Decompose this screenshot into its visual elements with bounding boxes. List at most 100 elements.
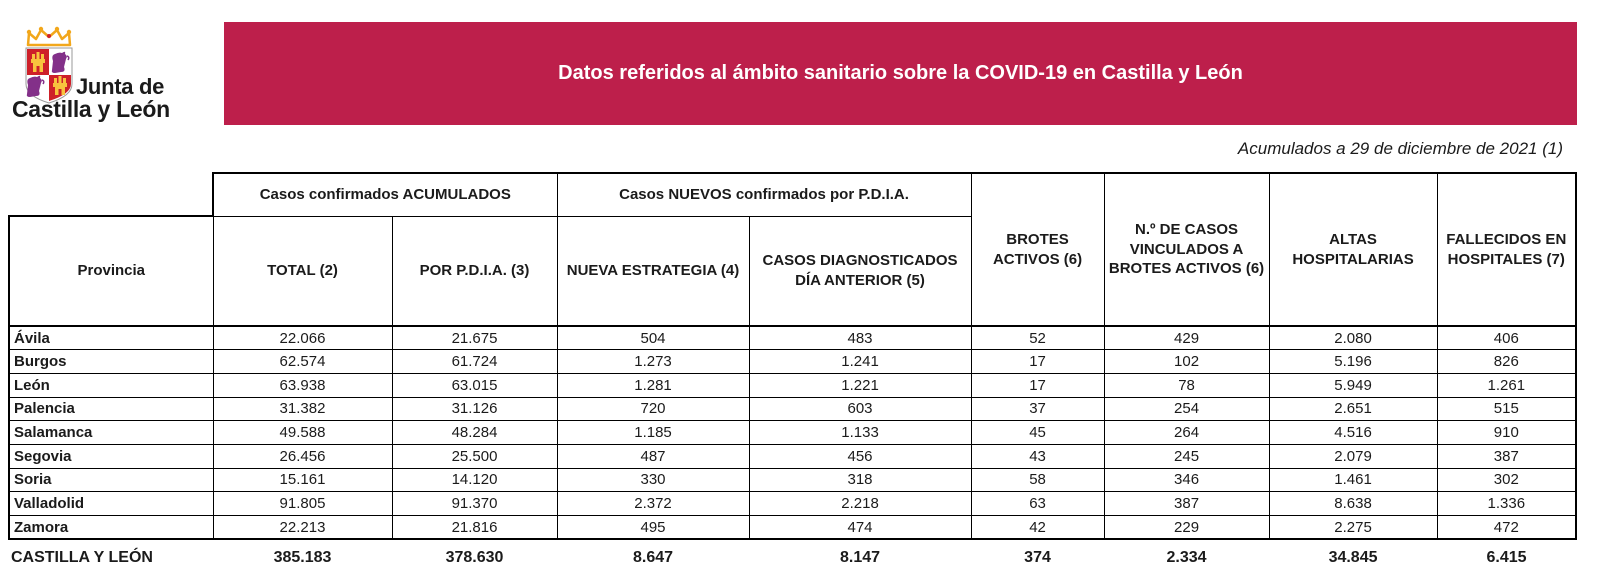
data-cell: 826 [1436,349,1578,374]
data-cell: 78 [1103,372,1270,398]
column-header-casos-diagnosticados: CASOS DIAGNOSTICADOS DÍA ANTERIOR (5) [748,215,972,327]
totals-cell: 2.334 [1166,549,1207,567]
data-cell: 5.949 [1268,372,1438,398]
data-cell: 2.080 [1268,325,1438,351]
column-header-altas-hospitalarias: ALTAS HOSPITALARIAS [1268,172,1438,327]
data-cell: 429 [1103,325,1270,351]
column-header-row: Provincia TOTAL (2) POR P.D.I.A. (3) NUE… [8,215,1576,327]
data-cell: 254 [1103,396,1270,422]
group-header-acumulados: Casos confirmados ACUMULADOS [211,172,558,217]
table-row: Segovia 26.456 25.500 487 456 43 245 2.079 387 [8,443,1578,469]
data-cell: 63 [970,491,1105,516]
data-cell: 472 [1436,515,1578,541]
column-header-fallecidos: FALLECIDOS EN HOSPITALES (7) [1436,172,1578,327]
province-name: Valladolid [8,491,214,516]
column-header-nueva-estrategia: NUEVA ESTRATEGIA (4) [556,215,750,327]
data-cell: 5.196 [1268,349,1438,374]
table-row: Ávila 22.066 21.675 504 483 52 429 2.080 406 [8,325,1578,351]
data-cell: 346 [1103,467,1270,493]
data-cell: 25.500 [391,443,558,469]
data-cell: 495 [556,515,750,541]
title-banner: Datos referidos al ámbito sanitario sobr… [224,22,1577,125]
data-cell: 61.724 [391,349,558,374]
data-cell: 456 [748,443,972,469]
province-name: Palencia [8,396,214,422]
data-cell: 8.638 [1268,491,1438,516]
totals-cell: 8.647 [632,549,674,567]
province-name: Zamora [8,515,214,541]
province-name: Burgos [8,349,214,374]
data-cell: 17 [970,349,1105,374]
data-cell: 4.516 [1268,420,1438,445]
data-cell: 504 [556,325,750,351]
data-cell: 62.574 [212,349,393,374]
corner-spacer [9,173,213,216]
data-cell: 387 [1103,491,1270,516]
table-row: Valladolid 91.805 91.370 2.372 2.218 63 387 8.6… [8,491,1578,516]
data-cell: 45 [970,420,1105,445]
data-cell: 1.281 [556,372,750,398]
data-cell: 1.221 [748,372,972,398]
data-cell: 264 [1103,420,1270,445]
logo-text-line2: Castilla y León [12,96,170,122]
totals-cell: 8.147 [840,549,881,567]
data-cell: 31.126 [391,396,558,422]
data-cell: 1.133 [748,420,972,445]
data-cell: 22.213 [212,515,393,541]
data-cell: 720 [556,396,750,422]
page-title: Datos referidos al ámbito sanitario sobr… [558,62,1243,84]
logo-text-line1: Junta de [76,74,165,99]
province-name: León [8,372,214,398]
group-header-row: Casos confirmados ACUMULADOS Casos NUEVO… [9,172,1578,327]
data-cell: 43 [970,443,1105,469]
data-cell: 21.675 [391,325,558,351]
data-cell: 37 [970,396,1105,422]
data-cell: 1.185 [556,420,750,445]
coat-of-arms-icon [25,26,73,104]
data-cell: 2.651 [1268,396,1438,422]
data-cell: 63.938 [212,372,393,398]
data-cell: 229 [1103,515,1270,541]
group-header-nuevos-pdia: Casos NUEVOS confirmados por P.D.I.A. [556,172,972,217]
column-header-total: TOTAL (2) [212,215,393,327]
province-name: Segovia [8,443,214,469]
table-row: Soria 15.161 14.120 330 318 58 346 1.461 302 [8,467,1578,493]
data-cell: 21.816 [391,515,558,541]
data-cell: 2.275 [1268,515,1438,541]
table-row: Salamanca 49.588 48.284 1.185 1.133 45 264 4.51… [8,420,1578,445]
column-header-provincia: Provincia [8,215,214,327]
data-cell: 49.588 [212,420,393,445]
data-cell: 603 [748,396,972,422]
column-header-por-pdia: POR P.D.I.A. (3) [391,215,558,327]
data-cell: 91.370 [391,491,558,516]
table-row: Burgos 62.574 61.724 1.273 1.241 17 102 5.196 82… [8,349,1578,374]
data-cell: 42 [970,515,1105,541]
data-cell: 15.161 [212,467,393,493]
data-cell: 245 [1103,443,1270,469]
data-cell: 474 [748,515,972,541]
data-cell: 1.336 [1436,491,1578,516]
table-row: León 63.938 63.015 1.281 1.221 17 78 5.949 1.261 [8,372,1578,398]
totals-row: CASTILLA Y LEÓN 385.183 378.630 8.647 8.147 3… [9,539,1576,579]
table-row: Zamora 22.213 21.816 495 474 42 229 2.275 472 [8,515,1578,541]
data-cell: 302 [1436,467,1578,493]
data-cell: 515 [1436,396,1578,422]
data-cell: 406 [1436,325,1578,351]
totals-cell: 6.415 [1486,549,1527,567]
data-cell: 63.015 [391,372,558,398]
column-header-brotes-activos: BROTES ACTIVOS (6) [970,172,1105,327]
data-cell: 1.241 [748,349,972,374]
data-cell: 1.261 [1436,372,1578,398]
data-cell: 26.456 [212,443,393,469]
covid-data-table: Casos confirmados ACUMULADOS Casos NUEVO… [8,172,1578,579]
province-name: Soria [8,467,214,493]
data-cell: 52 [970,325,1105,351]
data-cell: 14.120 [391,467,558,493]
province-name: Ávila [8,325,214,351]
totals-cell: 378.630 [445,549,504,567]
totals-cell: 34.845 [1328,549,1378,567]
data-cell: 1.273 [556,349,750,374]
data-cell: 102 [1103,349,1270,374]
data-cell: 31.382 [212,396,393,422]
